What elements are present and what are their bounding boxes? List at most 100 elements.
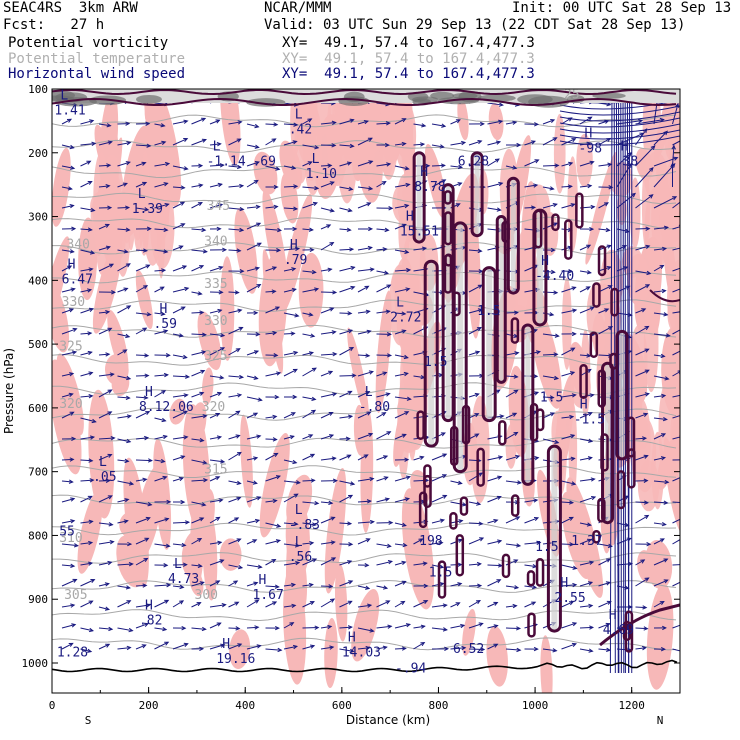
- wind-arrow-shaft: [635, 413, 648, 419]
- wind-arrow-head: [366, 411, 372, 416]
- wind-arrow-shaft: [209, 183, 222, 188]
- wind-arrow-shaft: [209, 266, 223, 272]
- wind-arrow-shaft: [61, 186, 72, 190]
- pv-contour-small: [609, 352, 618, 370]
- wind-arrow-head: [328, 584, 334, 589]
- wind-arrow-shaft: [653, 457, 666, 461]
- wind-arrow-head: [385, 392, 391, 397]
- wind-arrow-head: [513, 310, 519, 315]
- wind-arrow-shaft: [172, 306, 186, 314]
- wind-arrow-head: [107, 389, 113, 394]
- wind-arrow-shaft: [283, 312, 299, 317]
- wind-arrow-shaft: [339, 119, 354, 125]
- wind-arrow-head: [125, 585, 131, 590]
- wind-arrow-head: [533, 183, 539, 188]
- pv-contour-small: [597, 245, 607, 277]
- wind-arrow-head: [627, 162, 632, 168]
- wind-arrow-shaft: [117, 249, 128, 253]
- wind-arrow-head: [644, 514, 650, 520]
- wind-arrow-head: [271, 289, 277, 294]
- wind-arrow-head: [406, 396, 412, 401]
- wind-arrow-head: [219, 559, 225, 564]
- wind-arrow-head: [330, 598, 336, 603]
- wind-arrow-head: [254, 266, 261, 271]
- wind-arrow-shaft: [431, 144, 444, 148]
- wind-arrow-shaft: [61, 579, 77, 587]
- wind-arrow-shaft: [98, 141, 112, 146]
- wind-arrow-shaft: [357, 500, 371, 503]
- wind-arrow-shaft: [154, 269, 166, 272]
- wind-arrow-shaft: [616, 163, 632, 188]
- wind-arrow-head: [180, 455, 186, 460]
- extremum-value: 15.51: [400, 225, 439, 240]
- wind-arrow-head: [275, 475, 281, 480]
- wind-arrow-head: [234, 601, 240, 606]
- field-name-pv: Potential vorticity: [8, 35, 169, 51]
- wind-arrow-head: [162, 626, 168, 632]
- wind-arrow-shaft: [542, 203, 557, 209]
- wind-arrow-shaft: [209, 143, 221, 146]
- wind-arrow-head: [219, 347, 226, 352]
- wind-arrow-head: [237, 120, 243, 125]
- pv-shade-blob: [334, 562, 348, 642]
- wind-arrow-shaft: [579, 185, 592, 188]
- wind-arrow-shaft: [450, 583, 462, 587]
- wind-arrow-head: [442, 627, 448, 632]
- wind-arrow-shaft: [191, 627, 206, 630]
- wind-arrow-shaft: [246, 599, 259, 608]
- wind-arrow-shaft: [394, 411, 409, 419]
- wind-arrow-head: [384, 497, 391, 502]
- wind-arrow-shaft: [487, 625, 498, 629]
- wind-arrow-shaft: [172, 201, 185, 209]
- wind-arrow-shaft: [413, 625, 425, 629]
- wind-arrow-head: [570, 203, 576, 208]
- x-tick-label: 1000: [522, 699, 549, 712]
- wind-arrow-head: [221, 603, 227, 608]
- wind-arrow-head: [691, 191, 695, 195]
- pv-shade-blob: [93, 151, 110, 246]
- wind-arrow-head: [382, 247, 388, 252]
- wind-arrow-shaft: [542, 375, 558, 380]
- wind-arrow-shaft: [246, 222, 261, 230]
- wind-arrow-shaft: [283, 622, 294, 629]
- wind-arrow-head: [404, 249, 410, 254]
- extremum-value: 1.41: [54, 103, 85, 118]
- pv-high-shade: [619, 331, 625, 459]
- wind-arrow-head: [125, 205, 131, 210]
- wind-arrow-head: [124, 498, 130, 503]
- pv-shade-blob: [540, 635, 553, 693]
- wind-arrow-head: [293, 122, 299, 127]
- wind-arrow-head: [201, 502, 207, 507]
- wind-arrow-head: [590, 477, 596, 482]
- wind-arrow-head: [549, 312, 555, 317]
- wind-arrow-head: [182, 265, 188, 270]
- wind-arrow-head: [670, 162, 675, 168]
- wind-arrow-shaft: [228, 291, 239, 294]
- wind-arrow-shaft: [542, 396, 554, 399]
- wind-arrow-shaft: [172, 333, 183, 337]
- wind-arrow-head: [253, 375, 259, 380]
- wind-arrow-head: [420, 624, 426, 629]
- wind-arrow-head: [683, 501, 687, 504]
- wind-arrow-head: [348, 580, 354, 585]
- wind-arrow-shaft: [505, 431, 518, 440]
- wind-arrow-shaft: [191, 538, 202, 545]
- wind-arrow-shaft: [394, 561, 406, 566]
- wind-arrow-shaft: [413, 123, 426, 127]
- wind-arrow-head: [329, 181, 335, 186]
- wind-arrow-head: [439, 144, 445, 149]
- theta-contour-line: [52, 165, 677, 179]
- wind-arrow-head: [235, 348, 241, 353]
- wind-arrow-head: [275, 539, 282, 544]
- wind-arrow-head: [125, 161, 131, 166]
- wind-arrow-head: [549, 186, 555, 191]
- wind-arrow-head: [147, 458, 153, 463]
- wind-arrow-head: [348, 186, 354, 191]
- wind-arrow-head: [236, 138, 242, 143]
- wind-arrow-head: [531, 205, 537, 210]
- wind-arrow-head: [364, 285, 370, 290]
- wind-arrow-head: [125, 395, 131, 400]
- pv-shade-blob: [52, 281, 70, 353]
- wind-arrow-shaft: [524, 517, 539, 524]
